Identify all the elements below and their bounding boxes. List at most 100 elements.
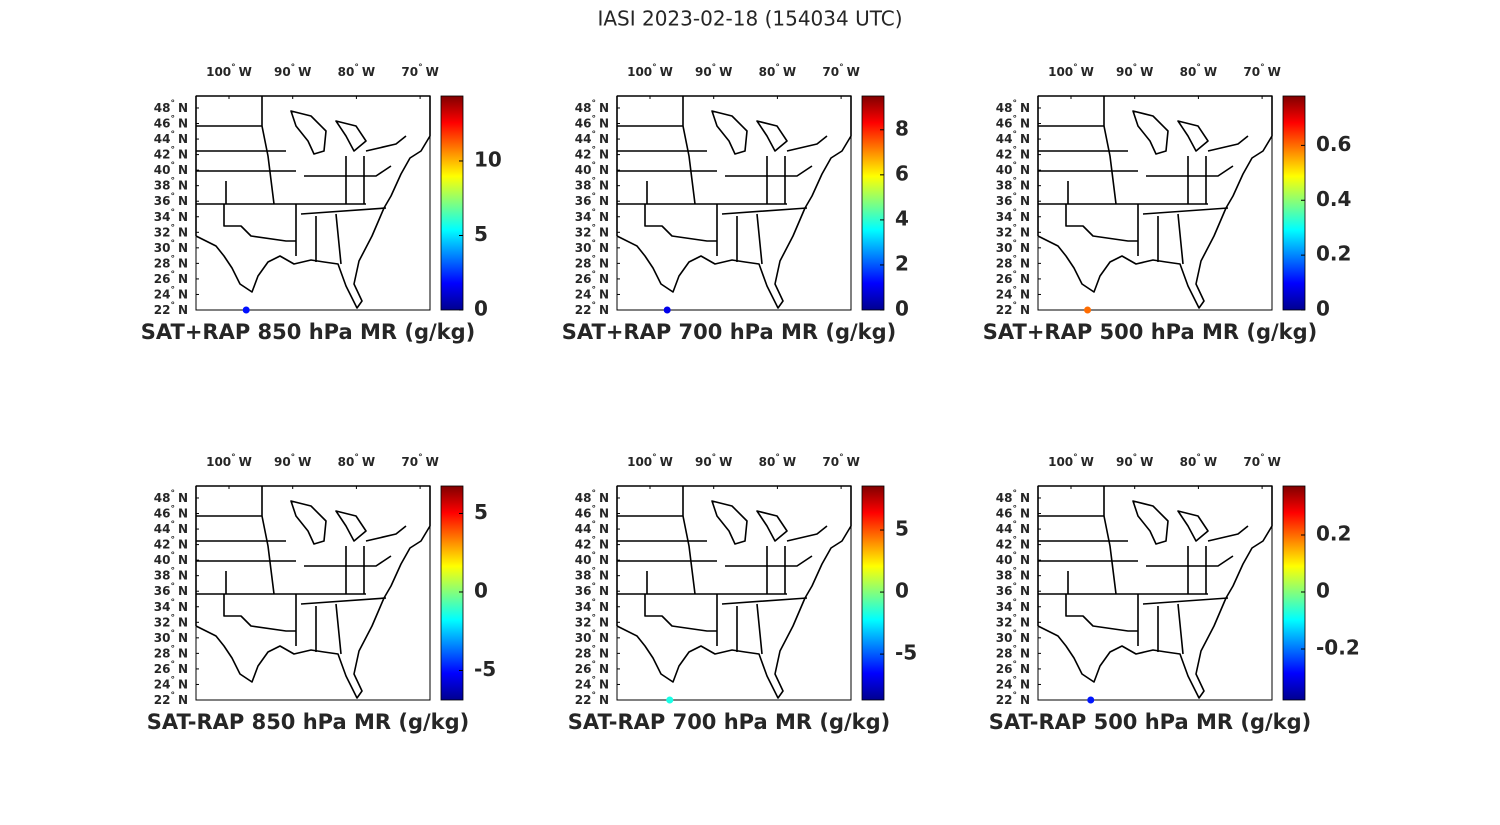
lat-label: 22° N bbox=[996, 301, 1030, 317]
lon-label: 70° W bbox=[401, 63, 438, 79]
state-map bbox=[616, 95, 852, 311]
lat-label: 46° N bbox=[575, 504, 609, 520]
lon-label: 80° W bbox=[338, 453, 375, 469]
lat-label: 44° N bbox=[996, 130, 1030, 146]
map-panel: 100° W 90° W 80° W 70° W 48° N46° N44° N42° N40° N38°… bbox=[141, 63, 502, 345]
lat-label: 44° N bbox=[575, 130, 609, 146]
lat-label: 30° N bbox=[996, 238, 1030, 254]
lat-label: 22° N bbox=[154, 301, 188, 317]
lat-label: 22° N bbox=[154, 691, 188, 707]
lat-label: 30° N bbox=[575, 238, 609, 254]
lon-label: 80° W bbox=[759, 453, 796, 469]
lat-label: 30° N bbox=[154, 628, 188, 644]
lon-label: 80° W bbox=[1180, 453, 1217, 469]
lon-label: 100° W bbox=[206, 63, 252, 79]
lon-label: 70° W bbox=[822, 453, 859, 469]
lon-label: 90° W bbox=[1116, 63, 1153, 79]
lat-label: 40° N bbox=[996, 161, 1030, 177]
lat-label: 48° N bbox=[575, 488, 609, 504]
lat-label: 22° N bbox=[575, 301, 609, 317]
lat-label: 28° N bbox=[996, 254, 1030, 270]
lat-label: 48° N bbox=[575, 98, 609, 114]
map-panel: 100° W 90° W 80° W 70° W 48° N46° N44° N42° N40° N38°… bbox=[562, 63, 909, 345]
lat-label: 22° N bbox=[996, 691, 1030, 707]
lat-label: 40° N bbox=[154, 551, 188, 567]
lat-label: 28° N bbox=[996, 644, 1030, 660]
lat-label: 28° N bbox=[575, 254, 609, 270]
lat-label: 48° N bbox=[154, 488, 188, 504]
lon-label: 100° W bbox=[206, 453, 252, 469]
lat-label: 34° N bbox=[996, 597, 1030, 613]
colorbar-label: 4 bbox=[895, 206, 909, 230]
colorbar-label: 0 bbox=[1316, 579, 1330, 603]
lon-label: 70° W bbox=[401, 453, 438, 469]
panel-title: SAT+RAP 850 hPa MR (g/kg) bbox=[141, 320, 475, 344]
state-map bbox=[1037, 95, 1273, 311]
colorbar-label: 0 bbox=[895, 297, 909, 321]
lon-label: 70° W bbox=[822, 63, 859, 79]
lat-label: 36° N bbox=[575, 582, 609, 598]
map-panel: 100° W 90° W 80° W 70° W 48° N46° N44° N42° N40° N38°… bbox=[147, 453, 496, 735]
lat-label: 46° N bbox=[996, 114, 1030, 130]
state-map bbox=[616, 485, 852, 701]
colorbar-label: -0.2 bbox=[1316, 635, 1360, 659]
colorbar-label: 5 bbox=[474, 500, 488, 524]
lat-label: 22° N bbox=[575, 691, 609, 707]
lat-label: 26° N bbox=[154, 659, 188, 675]
colorbar bbox=[1282, 95, 1306, 311]
lat-label: 36° N bbox=[154, 582, 188, 598]
colorbar-label: 0.2 bbox=[1316, 242, 1351, 266]
lat-label: 34° N bbox=[154, 207, 188, 223]
lat-label: 46° N bbox=[154, 114, 188, 130]
colorbar bbox=[440, 485, 464, 701]
lat-label: 42° N bbox=[154, 535, 188, 551]
lat-label: 42° N bbox=[996, 145, 1030, 161]
lon-label: 70° W bbox=[1243, 63, 1280, 79]
lat-label: 26° N bbox=[996, 659, 1030, 675]
lat-label: 42° N bbox=[996, 535, 1030, 551]
lat-label: 38° N bbox=[154, 566, 188, 582]
lon-label: 80° W bbox=[1180, 63, 1217, 79]
lat-label: 48° N bbox=[996, 488, 1030, 504]
lat-label: 28° N bbox=[575, 644, 609, 660]
lat-label: 40° N bbox=[575, 161, 609, 177]
lat-label: 44° N bbox=[154, 130, 188, 146]
lat-label: 32° N bbox=[154, 223, 188, 239]
colorbar-label: 0.2 bbox=[1316, 522, 1351, 546]
lon-label: 100° W bbox=[627, 453, 673, 469]
lat-label: 34° N bbox=[575, 207, 609, 223]
lat-label: 36° N bbox=[996, 192, 1030, 208]
colorbar-label: 5 bbox=[474, 222, 488, 246]
lat-label: 42° N bbox=[575, 145, 609, 161]
lat-label: 34° N bbox=[575, 597, 609, 613]
colorbar bbox=[861, 95, 885, 311]
map-panel: 100° W 90° W 80° W 70° W 48° N46° N44° N42° N40° N38°… bbox=[989, 453, 1360, 735]
lat-label: 38° N bbox=[996, 566, 1030, 582]
lat-label: 34° N bbox=[996, 207, 1030, 223]
lat-label: 24° N bbox=[996, 285, 1030, 301]
state-map bbox=[195, 95, 431, 311]
lat-label: 44° N bbox=[575, 520, 609, 536]
map-panel: 100° W 90° W 80° W 70° W 48° N46° N44° N42° N40° N38°… bbox=[568, 453, 917, 735]
lon-label: 90° W bbox=[274, 63, 311, 79]
obs-point bbox=[666, 696, 674, 704]
colorbar-label: 0 bbox=[474, 297, 488, 321]
panel-title: SAT+RAP 700 hPa MR (g/kg) bbox=[562, 320, 896, 344]
state-map bbox=[195, 485, 431, 701]
colorbar-label: 0 bbox=[895, 579, 909, 603]
colorbar-label: 6 bbox=[895, 161, 909, 185]
lat-label: 44° N bbox=[996, 520, 1030, 536]
lon-label: 100° W bbox=[1048, 453, 1094, 469]
obs-point bbox=[242, 306, 250, 314]
lat-label: 30° N bbox=[996, 628, 1030, 644]
lon-label: 90° W bbox=[274, 453, 311, 469]
colorbar-label: 0 bbox=[474, 578, 488, 602]
lat-label: 40° N bbox=[996, 551, 1030, 567]
panel-title: SAT-RAP 500 hPa MR (g/kg) bbox=[989, 710, 1312, 734]
lat-label: 44° N bbox=[154, 520, 188, 536]
colorbar-label: -5 bbox=[895, 641, 917, 665]
lat-label: 46° N bbox=[154, 504, 188, 520]
lon-label: 100° W bbox=[1048, 63, 1094, 79]
obs-point bbox=[663, 306, 671, 314]
colorbar-label: 10 bbox=[474, 147, 502, 171]
